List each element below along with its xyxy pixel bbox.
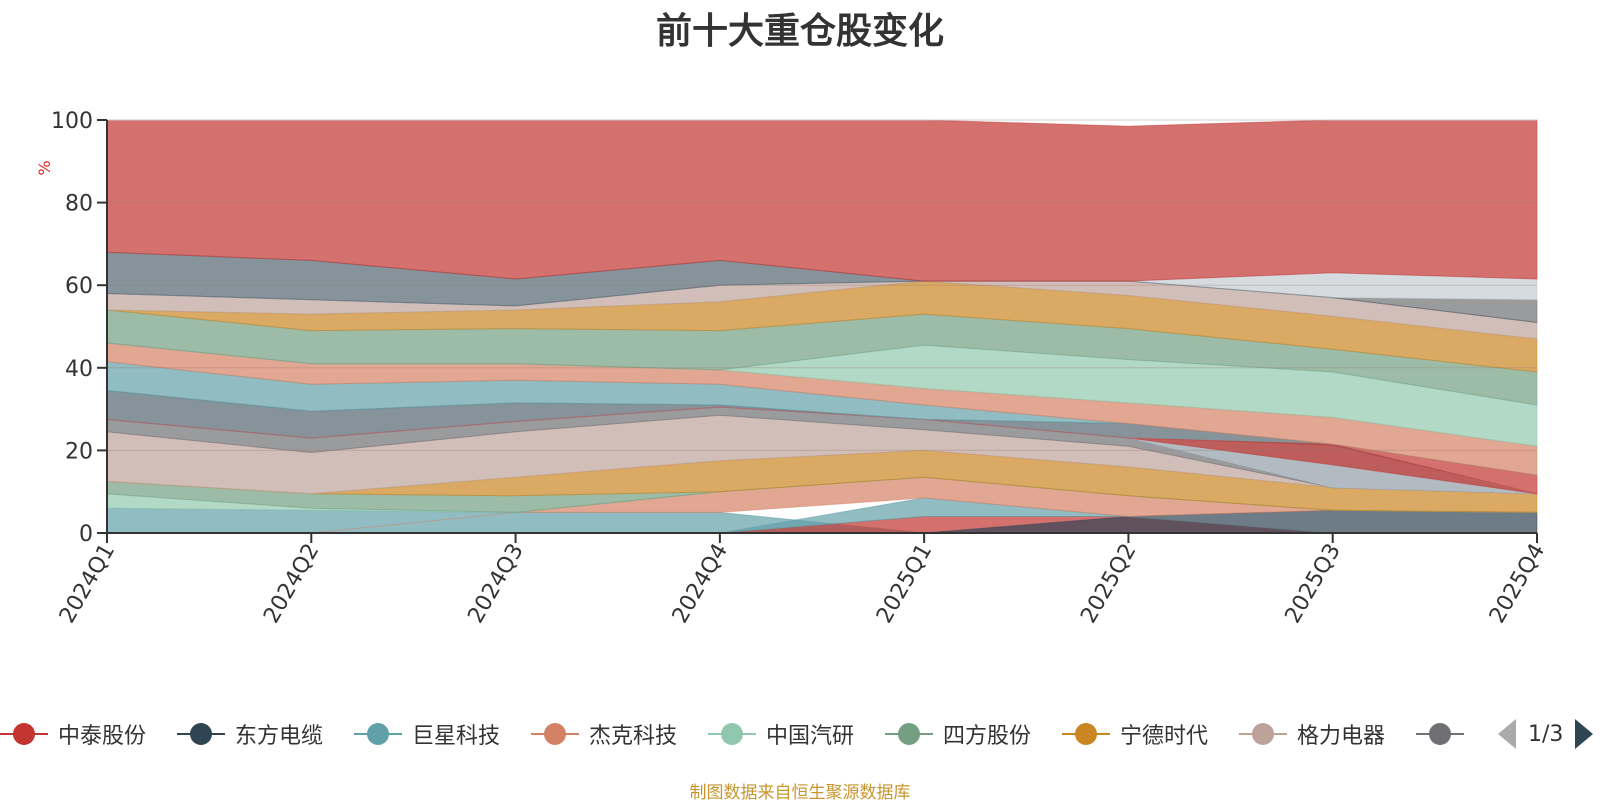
- legend-marker-icon: [0, 719, 48, 749]
- source-footer: 制图数据来自恒生聚源数据库: [689, 783, 911, 803]
- legend-item[interactable]: 中泰股份: [0, 712, 146, 756]
- legend-marker-icon: [1416, 719, 1464, 749]
- x-tick-label: 2024Q1: [55, 540, 120, 628]
- legend-item[interactable]: 格力电器: [1239, 712, 1385, 756]
- legend-item[interactable]: 四方股份: [885, 712, 1031, 756]
- legend-label: 巨星科技: [412, 724, 501, 749]
- legend-item[interactable]: 中国汽研: [708, 712, 854, 756]
- y-tick-label: 80: [65, 192, 93, 217]
- legend-item[interactable]: 巨星科技: [354, 712, 500, 756]
- chart-area: 0 20 40 60 80 100 2024Q1 2024Q2 2024Q3 2024Q4 2025…: [35, 109, 1550, 628]
- x-tick-label: 2024Q4: [668, 540, 733, 628]
- legend-marker-icon: [1062, 719, 1110, 749]
- chart-title: 前十大重仓股变化: [655, 11, 944, 52]
- legend-pager: 1/3: [1498, 712, 1598, 756]
- legend-item[interactable]: 东方电缆: [177, 712, 323, 756]
- y-tick-label: 20: [65, 439, 93, 464]
- bands-layer: [106, 119, 1538, 534]
- legend-item[interactable]: 杰克科技: [531, 712, 677, 756]
- page-indicator: 1/3: [1528, 721, 1564, 747]
- x-tick-label: 2024Q2: [259, 540, 324, 628]
- area-band-12[interactable]: [106, 406, 1538, 495]
- y-axis-unit: %: [35, 160, 54, 175]
- y-tick-label: 0: [79, 522, 93, 547]
- legend-label: 杰克科技: [589, 724, 678, 749]
- prev-page-icon[interactable]: [1498, 719, 1516, 749]
- legend-item[interactable]: [1416, 712, 1472, 756]
- legend-label: 四方股份: [943, 724, 1032, 749]
- legend-label: 中泰股份: [58, 724, 147, 749]
- x-tick-label: 2025Q3: [1281, 540, 1346, 628]
- legend-item[interactable]: 宁德时代: [1062, 712, 1208, 756]
- y-tick-label: 40: [65, 357, 93, 382]
- y-tick-label: 60: [65, 274, 93, 299]
- x-tick-label: 2024Q3: [463, 540, 528, 628]
- legend-marker-icon: [885, 719, 933, 749]
- legend-marker-icon: [1239, 719, 1287, 749]
- legend: 中泰股份 东方电缆 巨星科技 杰克科技 中国汽研 四方股份 宁德时代 格力电器 1/3: [0, 712, 1600, 756]
- area-band-22[interactable]: [106, 119, 1538, 282]
- legend-label: 格力电器: [1297, 724, 1386, 749]
- legend-marker-icon: [708, 719, 756, 749]
- legend-marker-icon: [177, 719, 225, 749]
- x-tick-label: 2025Q2: [1076, 540, 1141, 628]
- legend-items: 中泰股份 东方电缆 巨星科技 杰克科技 中国汽研 四方股份 宁德时代 格力电器: [0, 712, 1472, 756]
- x-tick-label: 2025Q4: [1485, 540, 1550, 628]
- legend-label: 宁德时代: [1120, 724, 1209, 749]
- next-page-icon[interactable]: [1575, 719, 1594, 749]
- x-tick-label: 2025Q1: [872, 540, 937, 628]
- legend-label: 中国汽研: [766, 724, 855, 749]
- grid-layer: [107, 119, 1537, 451]
- legend-marker-icon: [354, 719, 402, 749]
- legend-label: 东方电缆: [235, 724, 324, 749]
- legend-marker-icon: [531, 719, 579, 749]
- y-tick-label: 100: [51, 109, 93, 134]
